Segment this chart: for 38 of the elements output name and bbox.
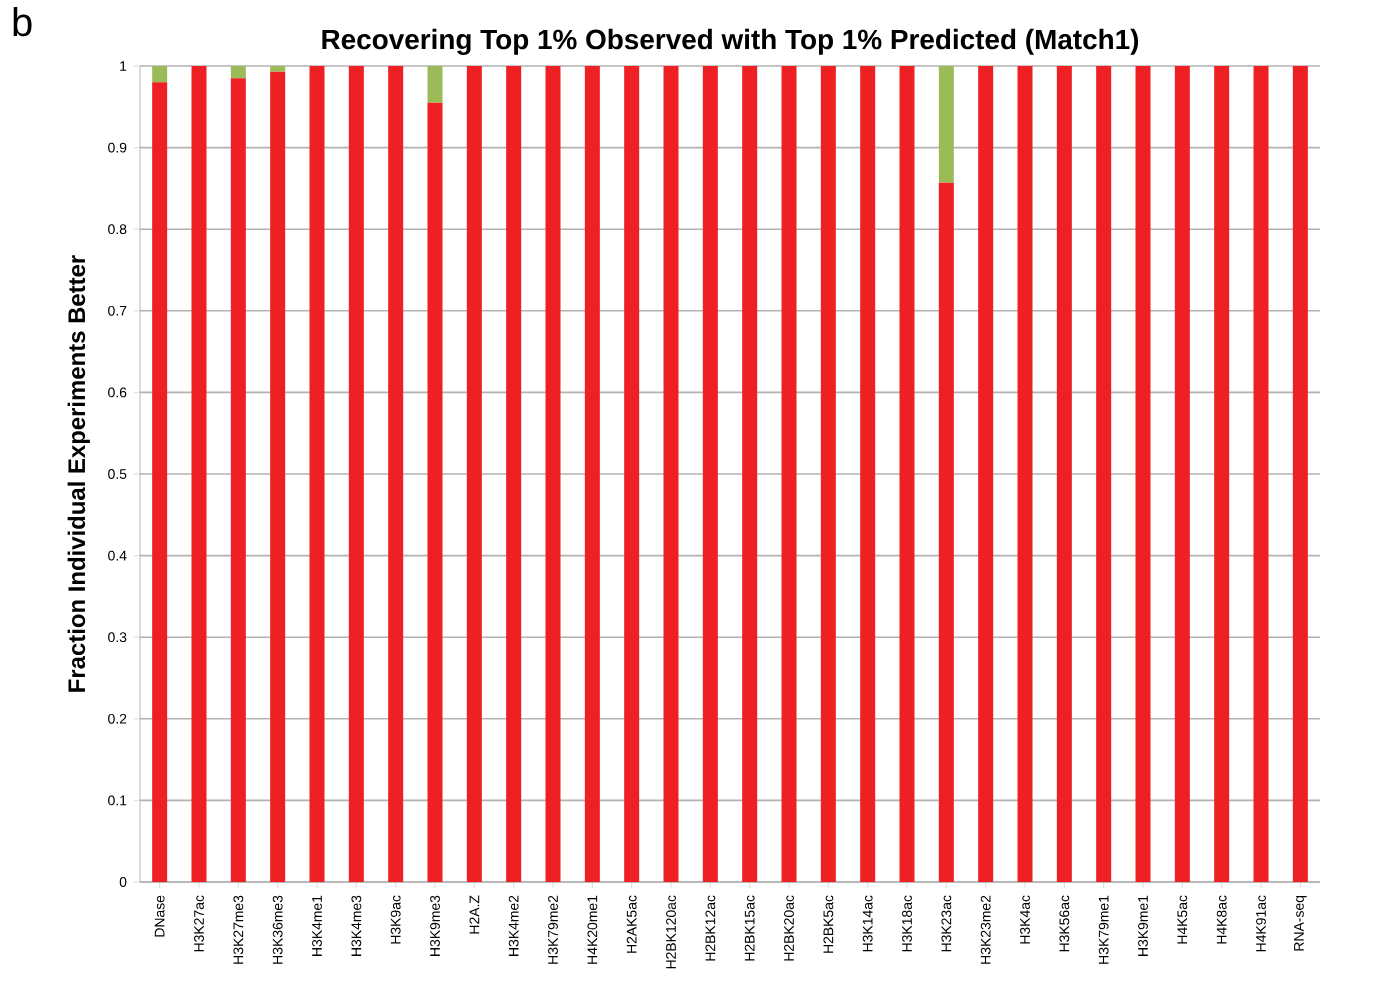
text: b — [13, 7, 32, 37]
bar — [702, 65, 718, 882]
chart-title: Recovering Top 1% Observed with Top 1% Predicted (Match1) — [322, 28, 1139, 55]
bar — [899, 65, 915, 882]
bar — [427, 102, 443, 882]
bar — [466, 65, 482, 882]
bar — [270, 71, 286, 882]
bar — [1056, 65, 1072, 882]
bar — [309, 65, 325, 882]
bar — [978, 65, 994, 882]
bar — [1292, 65, 1308, 882]
bar — [1253, 65, 1269, 882]
bar — [663, 65, 679, 882]
bar — [820, 65, 836, 882]
bar — [584, 65, 600, 882]
bar — [230, 65, 246, 79]
bar — [427, 65, 443, 103]
bar — [191, 65, 207, 882]
bar — [1096, 65, 1112, 882]
bar — [152, 65, 168, 83]
bar — [860, 65, 876, 882]
bar — [742, 65, 758, 882]
bar — [1214, 65, 1230, 882]
y-axis-title: Fraction Individual Experiments Better — [67, 255, 90, 692]
bar — [388, 65, 404, 882]
bar — [152, 82, 168, 882]
bar — [624, 65, 640, 882]
bar — [230, 78, 246, 882]
bar — [938, 65, 954, 183]
bar — [270, 65, 286, 72]
bar — [348, 65, 364, 882]
bar — [506, 65, 522, 882]
bar — [781, 65, 797, 882]
bar — [938, 182, 954, 882]
bar — [1174, 65, 1190, 882]
bar — [1135, 65, 1151, 882]
bar — [545, 65, 561, 882]
bar — [1017, 65, 1033, 882]
